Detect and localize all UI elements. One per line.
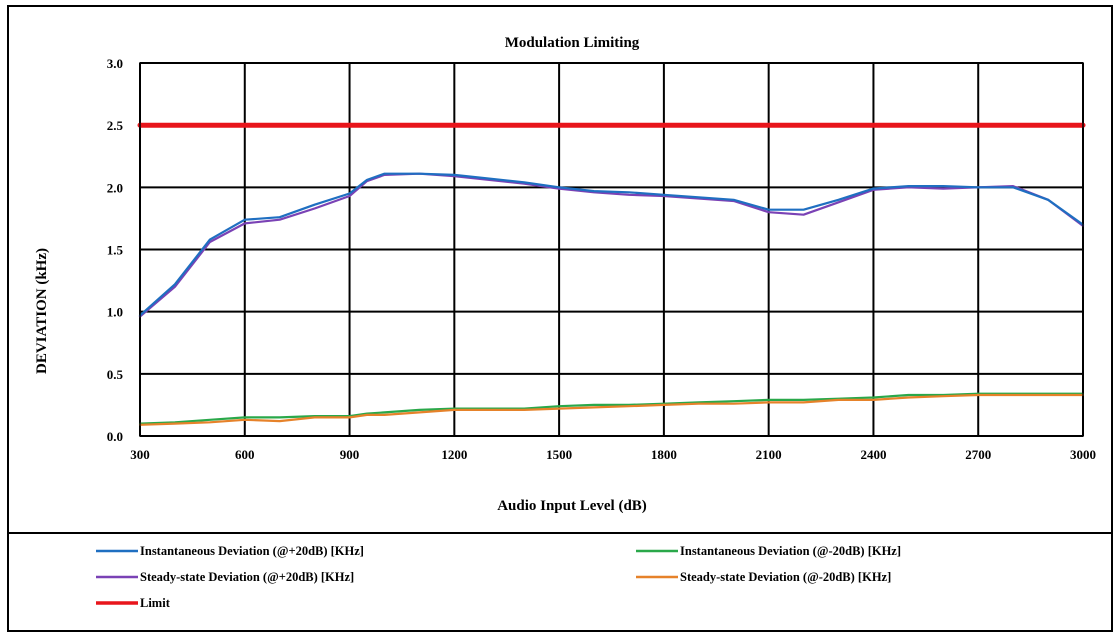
chart-title: Modulation Limiting bbox=[505, 35, 640, 51]
x-tick-label: 1200 bbox=[441, 447, 467, 462]
x-tick-label: 2100 bbox=[756, 447, 782, 462]
x-tick-label: 900 bbox=[340, 447, 360, 462]
y-tick-label: 1.0 bbox=[107, 305, 123, 320]
legend-label: Limit bbox=[140, 596, 171, 610]
y-tick-label: 1.5 bbox=[107, 243, 124, 258]
x-axis-label: Audio Input Level (dB) bbox=[497, 498, 647, 514]
series-line bbox=[138, 172, 1085, 317]
x-tick-label: 600 bbox=[235, 447, 255, 462]
x-tick-label: 1500 bbox=[546, 447, 572, 462]
series-line bbox=[138, 393, 1085, 426]
plot-area-border bbox=[139, 62, 1084, 437]
y-tick-label: 2.0 bbox=[107, 180, 123, 195]
x-tick-label: 2400 bbox=[860, 447, 886, 462]
legend-label: Instantaneous Deviation (@-20dB) [KHz] bbox=[680, 544, 901, 558]
x-tick-label: 300 bbox=[130, 447, 150, 462]
series-line bbox=[138, 392, 1085, 425]
y-tick-label: 0.5 bbox=[107, 367, 124, 382]
legend-area-border bbox=[7, 532, 1113, 632]
legend-label: Instantaneous Deviation (@+20dB) [KHz] bbox=[140, 544, 364, 558]
x-tick-label: 3000 bbox=[1070, 447, 1096, 462]
x-tick-label: 1800 bbox=[651, 447, 677, 462]
legend: Instantaneous Deviation (@+20dB) [KHz] In… bbox=[96, 544, 901, 610]
series-layer bbox=[137, 122, 1086, 426]
y-axis-ticks: 0.0 0.5 1.0 1.5 2.0 2.5 3.0 bbox=[107, 56, 124, 444]
series-line bbox=[138, 172, 1085, 318]
y-tick-label: 3.0 bbox=[107, 56, 123, 71]
y-tick-label: 0.0 bbox=[107, 429, 123, 444]
y-tick-label: 2.5 bbox=[107, 118, 124, 133]
legend-label: Steady-state Deviation (@+20dB) [KHz] bbox=[140, 570, 354, 584]
x-tick-label: 2700 bbox=[965, 447, 991, 462]
x-axis-ticks: 300 600 900 1200 1500 1800 2100 2400 2700 3000 bbox=[130, 447, 1096, 462]
grid bbox=[139, 62, 1084, 437]
y-axis-label: DEVIATION (kHz) bbox=[34, 248, 50, 374]
legend-label: Steady-state Deviation (@-20dB) [KHz] bbox=[680, 570, 891, 584]
